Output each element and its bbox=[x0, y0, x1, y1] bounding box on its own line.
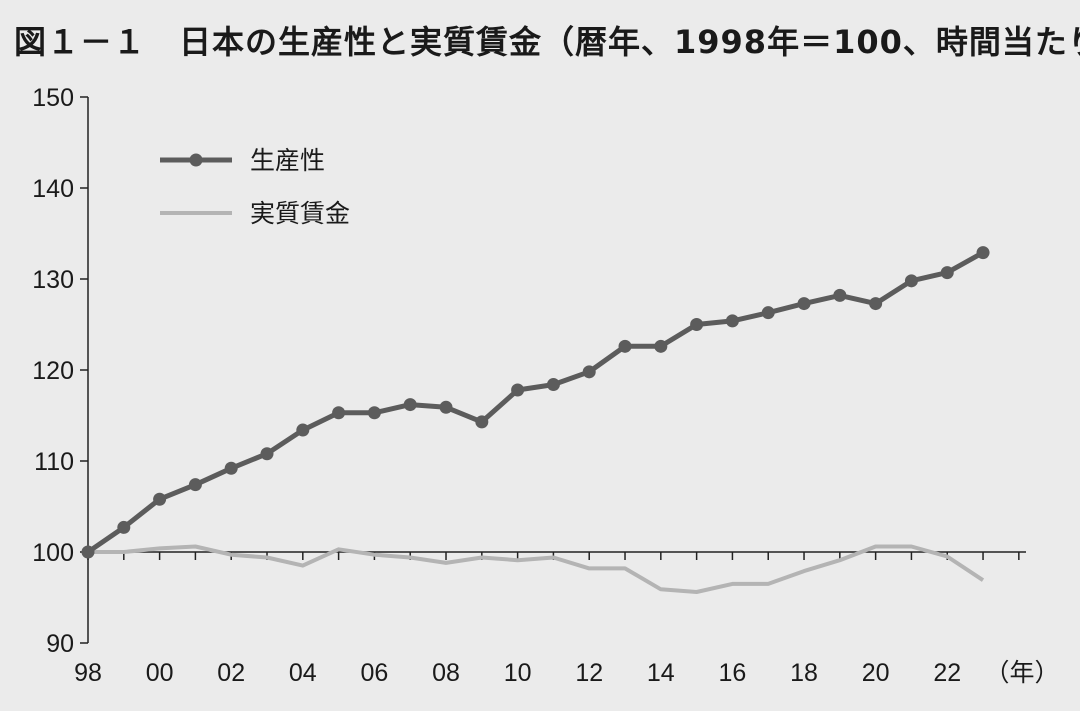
x-tick-label: 02 bbox=[217, 659, 245, 687]
series-line-real-wage bbox=[88, 544, 985, 594]
data-point-productivity bbox=[618, 339, 632, 353]
data-point-productivity bbox=[690, 318, 704, 331]
data-point-productivity bbox=[976, 246, 990, 260]
y-tick-label: 100 bbox=[32, 539, 74, 567]
data-point-productivity bbox=[260, 447, 274, 461]
x-tick-label: 10 bbox=[504, 659, 532, 687]
y-tick-label: 140 bbox=[32, 175, 74, 203]
x-tick-label: 00 bbox=[146, 659, 174, 687]
data-point-productivity bbox=[332, 406, 346, 420]
legend-label-productivity: 生産性 bbox=[250, 146, 325, 175]
data-point-productivity bbox=[797, 297, 811, 311]
x-tick-label: 16 bbox=[719, 659, 747, 687]
data-point-productivity bbox=[725, 314, 739, 328]
y-tick-label: 150 bbox=[32, 84, 74, 112]
series-layer bbox=[81, 246, 990, 594]
data-point-productivity bbox=[224, 461, 238, 475]
chart-title: 図１－１ 日本の生産性と実質賃金（暦年、1998年＝100、時間当たり） bbox=[14, 23, 1080, 61]
x-tick-label: 22 bbox=[933, 659, 961, 687]
data-point-productivity bbox=[296, 423, 310, 437]
data-point-productivity bbox=[654, 339, 668, 353]
series-line-productivity bbox=[86, 250, 985, 555]
data-point-productivity bbox=[188, 478, 202, 492]
data-point-productivity bbox=[761, 306, 775, 320]
y-tick-label: 90 bbox=[46, 630, 74, 658]
data-point-productivity bbox=[904, 274, 918, 288]
x-tick-label: 08 bbox=[432, 659, 460, 687]
x-tick-label: 06 bbox=[361, 659, 389, 687]
data-point-productivity bbox=[367, 406, 381, 420]
data-point-productivity bbox=[81, 545, 95, 559]
x-tick-label: 20 bbox=[862, 659, 890, 687]
legend-label-real-wage: 実質賃金 bbox=[250, 199, 350, 228]
data-point-productivity bbox=[940, 266, 954, 280]
y-tick-label: 130 bbox=[32, 266, 74, 294]
x-tick-label: 98 bbox=[74, 659, 102, 687]
data-point-productivity bbox=[546, 378, 560, 392]
x-axis-unit-label: （年） bbox=[984, 658, 1059, 687]
data-point-productivity bbox=[511, 383, 525, 397]
data-point-productivity bbox=[403, 398, 417, 412]
y-tick-label: 120 bbox=[32, 357, 74, 385]
x-tick-label: 14 bbox=[647, 659, 675, 687]
data-point-productivity bbox=[117, 520, 131, 534]
data-point-productivity bbox=[869, 297, 883, 311]
y-tick-label: 110 bbox=[34, 448, 74, 476]
x-tick-label: 12 bbox=[575, 659, 603, 687]
x-tick-label: 18 bbox=[790, 659, 818, 687]
legend-marker-productivity bbox=[189, 153, 203, 167]
axes: 90 100 110 120 130 140 150 98 00 02 04 06 08 10 12 14 16… bbox=[32, 84, 1059, 687]
x-tick-label: 04 bbox=[289, 659, 317, 687]
data-point-productivity bbox=[439, 400, 453, 414]
data-point-productivity bbox=[833, 288, 847, 302]
data-point-productivity bbox=[475, 415, 489, 429]
data-point-productivity bbox=[582, 365, 596, 379]
data-point-productivity bbox=[153, 492, 167, 506]
